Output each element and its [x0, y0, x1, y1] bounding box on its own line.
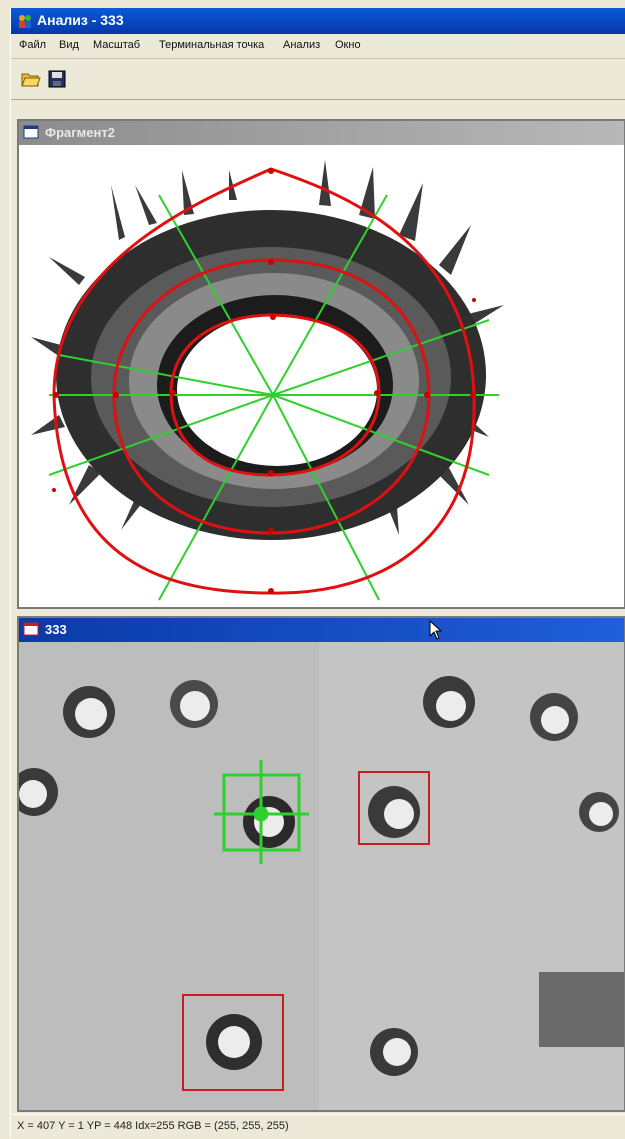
- save-button[interactable]: [47, 69, 67, 89]
- selection-boxes: [182, 771, 430, 1091]
- app-window: Анализ - 333 Файл Вид Масштаб Терминальн…: [10, 8, 625, 1138]
- image-window[interactable]: 333: [17, 616, 625, 1112]
- menu-window[interactable]: Окно: [335, 39, 361, 51]
- dark-corner: [539, 972, 624, 1047]
- fragment-window[interactable]: Фрагмент2: [17, 119, 625, 609]
- open-folder-icon: [21, 73, 41, 87]
- open-button[interactable]: [21, 69, 41, 89]
- menu-bar: Файл Вид Масштаб Терминальная точка Анал…: [11, 34, 625, 59]
- mouse-cursor-icon: [429, 620, 443, 640]
- toolbar: [11, 59, 625, 100]
- target-image-canvas[interactable]: [19, 642, 624, 1110]
- contour-points: [52, 168, 476, 594]
- window-icon: [23, 125, 39, 139]
- fragment-canvas[interactable]: [19, 145, 624, 607]
- fragment-window-titlebar[interactable]: Фрагмент2: [19, 121, 624, 145]
- crosshair-marker: [214, 760, 309, 864]
- image-window-titlebar[interactable]: 333: [19, 618, 624, 642]
- title-bar[interactable]: Анализ - 333: [11, 8, 625, 34]
- menu-terminal-point[interactable]: Терминальная точка: [159, 39, 265, 51]
- menu-file[interactable]: Файл: [19, 39, 47, 51]
- menu-analysis[interactable]: Анализ: [283, 39, 321, 51]
- status-coordinates: X = 407 Y = 1 YP = 448 Idx=255 RGB = (25…: [17, 1120, 289, 1132]
- fragment-window-title: Фрагмент2: [45, 125, 115, 140]
- save-disk-icon: [48, 70, 66, 88]
- window-title: Анализ - 333: [37, 12, 124, 28]
- image-window-title: 333: [45, 622, 67, 637]
- image-window-icon: [23, 622, 39, 636]
- menu-scale[interactable]: Масштаб: [93, 39, 141, 51]
- menu-view[interactable]: Вид: [59, 39, 79, 51]
- center-point: [270, 392, 276, 398]
- status-bar: X = 407 Y = 1 YP = 448 Idx=255 RGB = (25…: [11, 1114, 625, 1139]
- people-app-icon: [19, 15, 31, 28]
